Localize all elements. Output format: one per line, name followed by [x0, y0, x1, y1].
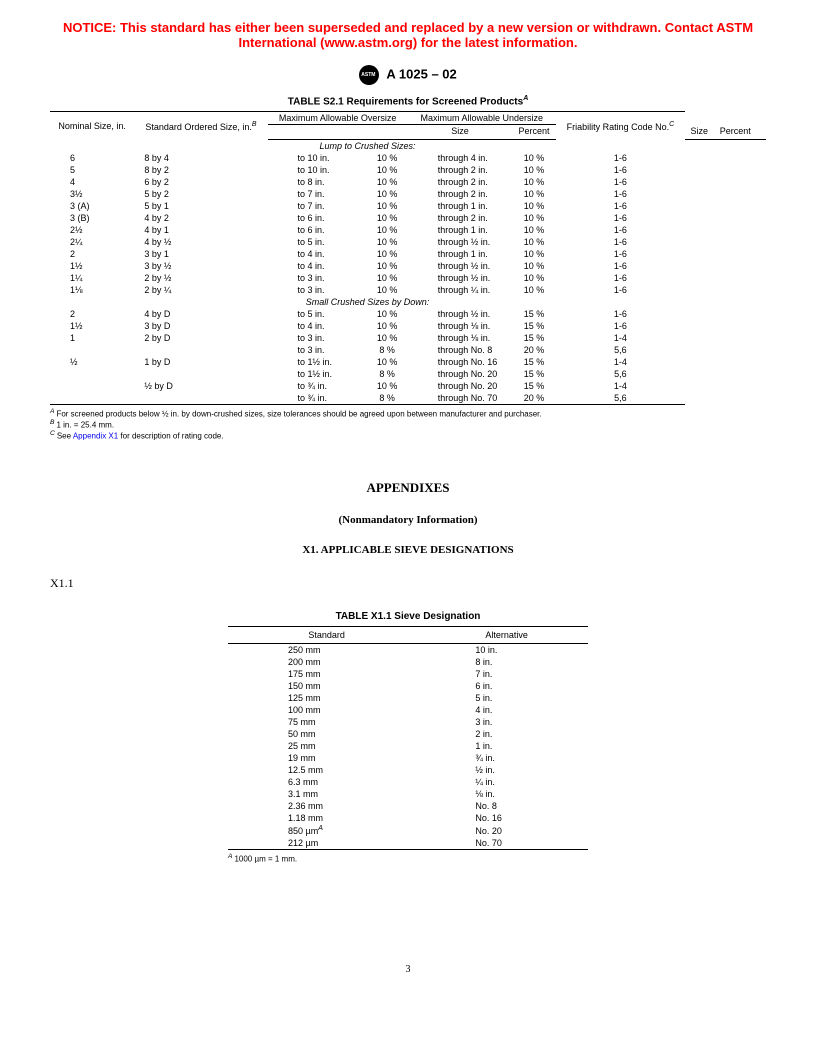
- col-oversize: Maximum Allowable Oversize: [268, 112, 408, 125]
- table-row: 68 by 4to 10 in.10 %through 4 in.10 %1-6: [50, 152, 766, 164]
- table-row: 3 (B)4 by 2to 6 in.10 %through 2 in.10 %…: [50, 212, 766, 224]
- table-row: 25 mm1 in.: [228, 740, 588, 752]
- table-row: 100 mm4 in.: [228, 704, 588, 716]
- col-undersize: Maximum Allowable Undersize: [408, 112, 556, 125]
- table-x11-footnote: A1000 µm = 1 mm.: [228, 853, 588, 864]
- table-row: 6.3 mm¼ in.: [228, 776, 588, 788]
- table-row: ½1 by Dto 1½ in.10 %through No. 1615 %1-…: [50, 356, 766, 368]
- col-friability: Friability Rating Code No.C: [556, 112, 685, 140]
- table-row: 1¼2 by ½to 3 in.10 %through ½ in.10 %1-6: [50, 272, 766, 284]
- table-row: to ¾ in.8 %through No. 7020 %5,6: [50, 392, 766, 405]
- notice-text: NOTICE: This standard has either been su…: [50, 20, 766, 50]
- table-row: 850 µmANo. 20: [228, 824, 588, 837]
- table-row: 3.1 mm⅛ in.: [228, 788, 588, 800]
- table-row: to 3 in.8 %through No. 820 %5,6: [50, 344, 766, 356]
- table-x11-title: TABLE X1.1 Sieve Designation: [50, 611, 766, 622]
- appendix-link[interactable]: Appendix X1: [73, 431, 118, 440]
- astm-logo-icon: [359, 65, 379, 85]
- table-row: 200 mm8 in.: [228, 656, 588, 668]
- appendix-section: X1. APPLICABLE SIEVE DESIGNATIONS: [50, 544, 766, 556]
- table-s21-title: TABLE S2.1 Requirements for Screened Pro…: [50, 95, 766, 107]
- table-row: 12.5 mm½ in.: [228, 764, 588, 776]
- table-row: 24 by Dto 5 in.10 %through ½ in.15 %1-6: [50, 308, 766, 320]
- table-row: 46 by 2to 8 in.10 %through 2 in.10 %1-6: [50, 176, 766, 188]
- col-us-size: Size: [685, 125, 713, 140]
- table-row: 250 mm10 in.: [228, 644, 588, 657]
- section-label: Small Crushed Sizes by Down:: [50, 296, 685, 308]
- appendix-subtitle: (Nonmandatory Information): [50, 514, 766, 526]
- page-number: 3: [50, 964, 766, 975]
- table-s21: Nominal Size, in. Standard Ordered Size,…: [50, 111, 766, 405]
- table-row: 2½4 by 1to 6 in.10 %through 1 in.10 %1-6: [50, 224, 766, 236]
- col-os-pct: Percent: [512, 125, 556, 140]
- table-row: to 1½ in.8 %through No. 2015 %5,6: [50, 368, 766, 380]
- table-s21-footnotes: AFor screened products below ½ in. by do…: [50, 408, 766, 440]
- table-row: 1½3 by Dto 4 in.10 %through ⅛ in.15 %1-6: [50, 320, 766, 332]
- table-row: ½ by Dto ¾ in.10 %through No. 2015 %1-4: [50, 380, 766, 392]
- col-us-pct: Percent: [713, 125, 757, 140]
- table-row: 58 by 2to 10 in.10 %through 2 in.10 %1-6: [50, 164, 766, 176]
- table-row: 2.36 mmNo. 8: [228, 800, 588, 812]
- col-alt: Alternative: [425, 627, 588, 644]
- section-label: Lump to Crushed Sizes:: [50, 140, 685, 153]
- doc-header: A 1025 – 02: [50, 65, 766, 85]
- col-std: Standard: [228, 627, 425, 644]
- table-row: 1.18 mmNo. 16: [228, 812, 588, 824]
- col-os-size: Size: [408, 125, 512, 140]
- table-x11: Standard Alternative 250 mm10 in.200 mm8…: [228, 626, 588, 850]
- table-row: 50 mm2 in.: [228, 728, 588, 740]
- table-row: 125 mm5 in.: [228, 692, 588, 704]
- table-row: 1⅛2 by ¼to 3 in.10 %through ¼ in.10 %1-6: [50, 284, 766, 296]
- table-row: 150 mm6 in.: [228, 680, 588, 692]
- table-row: 75 mm3 in.: [228, 716, 588, 728]
- col-standard: Standard Ordered Size, in.B: [134, 112, 267, 140]
- section-x11: X1.1: [50, 576, 766, 591]
- col-nominal: Nominal Size, in.: [50, 112, 134, 140]
- table-row: 12 by Dto 3 in.10 %through ⅛ in.15 %1-4: [50, 332, 766, 344]
- table-row: 212 µmNo. 70: [228, 837, 588, 850]
- table-row: 3½5 by 2to 7 in.10 %through 2 in.10 %1-6: [50, 188, 766, 200]
- table-row: 19 mm¾ in.: [228, 752, 588, 764]
- table-row: 1½3 by ½to 4 in.10 %through ½ in.10 %1-6: [50, 260, 766, 272]
- table-row: 175 mm7 in.: [228, 668, 588, 680]
- table-row: 2¼4 by ½to 5 in.10 %through ½ in.10 %1-6: [50, 236, 766, 248]
- doc-number: A 1025 – 02: [386, 66, 456, 81]
- table-row: 23 by 1to 4 in.10 %through 1 in.10 %1-6: [50, 248, 766, 260]
- table-row: 3 (A)5 by 1to 7 in.10 %through 1 in.10 %…: [50, 200, 766, 212]
- appendix-title: APPENDIXES: [50, 480, 766, 496]
